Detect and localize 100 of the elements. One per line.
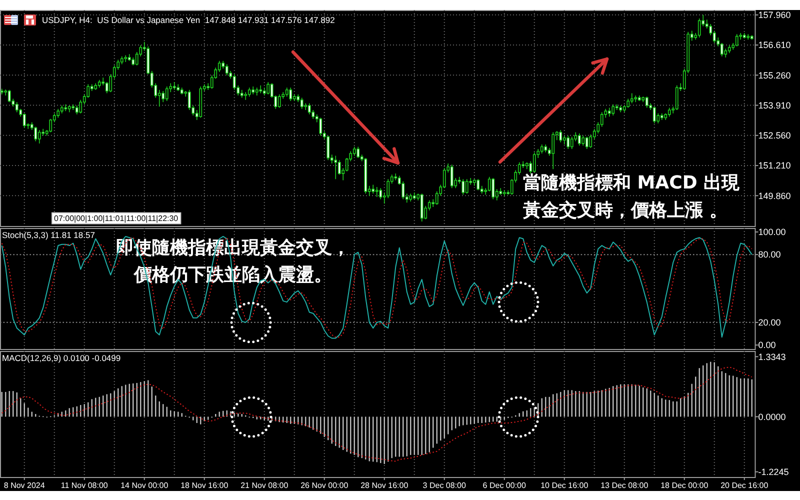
annotation: 07:00|00|1:00|11:01|11:00|11|22:30 — [54, 214, 179, 223]
x-tick-label: 6 Dec 00:00 — [482, 480, 526, 490]
candlestick — [394, 173, 398, 181]
candlestick — [750, 34, 754, 40]
x-tick-label: 3 Dec 08:00 — [422, 480, 466, 490]
candlestick — [244, 92, 248, 100]
candlestick — [364, 158, 368, 194]
candlestick — [675, 85, 678, 110]
candlestick — [278, 94, 281, 108]
y-tick-label: 156.610 — [758, 40, 791, 50]
candlestick — [334, 155, 338, 180]
candlestick — [660, 112, 664, 120]
candlestick — [180, 87, 184, 95]
x-tick-label: 26 Nov 00:00 — [300, 480, 349, 490]
y-tick-label: 100.00 — [758, 227, 786, 238]
candlestick — [645, 96, 648, 108]
y-tick-label: 153.910 — [758, 100, 791, 110]
candlestick — [38, 130, 41, 144]
candlestick — [128, 54, 131, 62]
candlestick — [240, 89, 244, 98]
candlestick — [476, 178, 480, 191]
candlestick — [319, 117, 322, 136]
candlestick — [98, 79, 101, 88]
x-tick-label: 20 Dec 16:00 — [720, 480, 769, 490]
candlestick — [285, 87, 288, 97]
candlestick — [0, 88, 4, 95]
candlestick — [544, 144, 548, 153]
candlestick — [326, 135, 330, 161]
candlestick — [379, 188, 382, 200]
candlestick — [566, 135, 570, 150]
candlestick — [585, 136, 588, 150]
candlestick — [638, 95, 641, 102]
candlestick — [462, 178, 465, 196]
y-tick-label: 152.560 — [758, 130, 791, 141]
candlestick — [742, 32, 746, 39]
y-tick-label: 157.960 — [758, 10, 791, 20]
candlestick — [570, 136, 574, 150]
candlestick — [582, 135, 585, 146]
candlestick — [634, 95, 638, 103]
y-tick-label: 80.00 — [758, 250, 781, 260]
candlestick — [450, 164, 454, 188]
candlestick — [225, 64, 228, 76]
candlestick — [375, 186, 378, 198]
candlestick — [252, 86, 255, 95]
candlestick — [68, 105, 71, 113]
candlestick — [266, 82, 270, 95]
y-tick-label: 151.210 — [758, 160, 791, 171]
line-series — [1, 366, 752, 462]
candlestick — [492, 178, 495, 200]
candlestick — [465, 178, 468, 194]
candlestick — [300, 97, 304, 110]
candlestick — [15, 102, 18, 113]
candlestick — [630, 92, 634, 104]
candlestick — [248, 87, 251, 97]
candlestick — [532, 152, 536, 173]
y-tick-label: 0.0000 — [758, 412, 786, 422]
annotation: 當隨機指標和 MACD 出現黃金交叉時，價格上漲 。 — [522, 172, 741, 221]
candlestick — [60, 105, 64, 114]
candlestick — [8, 89, 11, 103]
candlestick — [22, 112, 26, 128]
x-tick-label: 11 Nov 08:00 — [60, 480, 108, 490]
candlestick — [259, 85, 262, 94]
candlestick — [746, 34, 750, 40]
x-tick-label: 8 Nov 2024 — [4, 480, 46, 490]
candlestick — [668, 107, 671, 118]
candlestick — [356, 146, 360, 158]
x-tick-label: 13 Dec 08:00 — [600, 480, 649, 490]
candlestick — [552, 132, 555, 170]
candlestick — [308, 102, 311, 115]
y-tick-label: 0.00 — [758, 340, 776, 350]
candlestick — [172, 82, 176, 90]
candlestick — [289, 87, 292, 102]
candlestick — [559, 130, 562, 143]
candlestick — [412, 192, 416, 200]
x-tick-label: 14 Nov 00:00 — [120, 480, 169, 490]
candlestick — [409, 193, 412, 202]
chart-title: MACD(12,26,9) 0.0100 -0.0499 — [2, 352, 121, 363]
y-tick-label: 149.860 — [758, 190, 791, 201]
candlestick — [255, 87, 258, 96]
candlestick — [525, 162, 528, 170]
candlestick — [735, 34, 738, 47]
y-tick-label: -1.2245 — [758, 466, 789, 477]
candlestick — [540, 144, 544, 154]
candlestick — [612, 104, 615, 116]
candlestick — [472, 178, 476, 186]
y-tick-label: 155.260 — [758, 70, 791, 80]
x-tick-label: 28 Nov 16:00 — [360, 480, 409, 490]
y-tick-label: 20.00 — [758, 318, 781, 328]
x-tick-label: 18 Nov 16:00 — [180, 480, 229, 490]
chart-title: Stoch(5,3,3) 11.81 18.57 — [2, 230, 96, 240]
candlestick — [652, 106, 656, 124]
candlestick — [728, 44, 731, 54]
y-tick-label: 1.3343 — [758, 352, 786, 362]
candlestick — [698, 18, 701, 38]
candlestick — [578, 132, 581, 146]
candlestick — [502, 190, 506, 196]
candlestick — [176, 84, 180, 92]
x-tick-label: 18 Dec 00:00 — [660, 480, 709, 490]
x-tick-label: 10 Dec 16:00 — [540, 480, 589, 490]
candlestick — [162, 90, 165, 103]
